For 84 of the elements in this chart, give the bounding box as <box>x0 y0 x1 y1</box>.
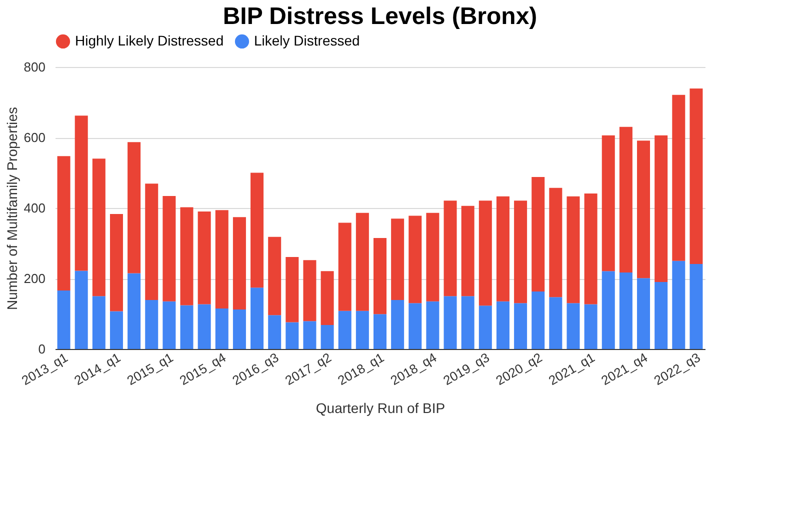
bar <box>584 194 598 304</box>
bar <box>320 271 334 326</box>
bar <box>619 272 632 349</box>
bar <box>654 282 668 349</box>
bar <box>215 308 228 349</box>
bar <box>57 290 70 349</box>
bar <box>496 196 510 302</box>
bar <box>162 196 176 302</box>
bar <box>478 306 492 349</box>
bar <box>374 314 386 349</box>
bar <box>566 196 580 304</box>
bar <box>356 310 369 349</box>
bar <box>74 116 88 271</box>
bar <box>690 88 703 264</box>
bar <box>637 278 650 349</box>
bar <box>215 210 228 308</box>
bar <box>444 296 457 349</box>
bar <box>549 297 562 349</box>
bar <box>110 311 123 349</box>
bar <box>654 135 668 282</box>
bar <box>180 207 194 306</box>
bar <box>250 288 264 349</box>
bar <box>338 222 352 311</box>
bar <box>391 218 404 300</box>
bar <box>426 212 440 302</box>
bar <box>672 260 686 349</box>
bar <box>198 212 211 304</box>
bar <box>690 264 703 349</box>
bar <box>250 172 264 288</box>
bar <box>461 296 474 349</box>
bar <box>268 315 282 349</box>
y-tick-label: 200 <box>24 271 46 286</box>
bar <box>286 322 299 349</box>
bar <box>391 300 404 349</box>
bar <box>268 236 282 316</box>
chart-title: BIP Distress Levels (Bronx) <box>222 3 538 30</box>
bar <box>602 135 615 272</box>
bar <box>92 158 106 296</box>
bar <box>426 301 440 349</box>
legend-label: Highly Likely Distressed <box>75 32 224 48</box>
bar <box>549 188 562 298</box>
bar <box>92 296 106 349</box>
y-tick-label: 800 <box>24 60 46 74</box>
bar <box>619 126 632 273</box>
bar <box>532 292 545 349</box>
bar <box>637 140 650 278</box>
x-axis-title: Quarterly Run of BIP <box>316 400 446 416</box>
bar <box>198 304 211 349</box>
bar <box>514 303 528 349</box>
bar <box>496 301 510 349</box>
bar <box>162 301 176 349</box>
bar <box>232 217 246 310</box>
bar <box>180 305 194 349</box>
y-tick-label: 0 <box>38 342 46 356</box>
bar <box>286 257 299 322</box>
bar <box>57 156 70 290</box>
bar <box>110 214 123 312</box>
bar <box>74 270 88 349</box>
bar <box>232 310 246 349</box>
bar <box>672 94 686 261</box>
legend-label: Likely Distressed <box>254 32 360 48</box>
bar <box>461 206 474 296</box>
bar <box>532 176 545 292</box>
bar <box>128 273 141 349</box>
bar <box>514 200 528 304</box>
y-tick-label: 600 <box>24 130 46 145</box>
bar <box>478 200 492 306</box>
bar <box>408 216 422 304</box>
bar <box>303 321 316 349</box>
bar <box>356 212 369 311</box>
bar <box>338 310 352 349</box>
bar <box>128 142 141 274</box>
bar <box>145 300 158 349</box>
bar <box>320 325 334 349</box>
bar <box>374 238 386 314</box>
bar <box>408 303 422 349</box>
bar <box>303 260 316 322</box>
bar <box>602 271 615 349</box>
bar <box>584 304 598 349</box>
bar <box>145 184 158 300</box>
y-tick-label: 400 <box>24 200 46 216</box>
bar <box>444 200 457 296</box>
bar <box>566 303 580 349</box>
y-axis-title: Number of Multifamily Properties <box>4 106 20 310</box>
